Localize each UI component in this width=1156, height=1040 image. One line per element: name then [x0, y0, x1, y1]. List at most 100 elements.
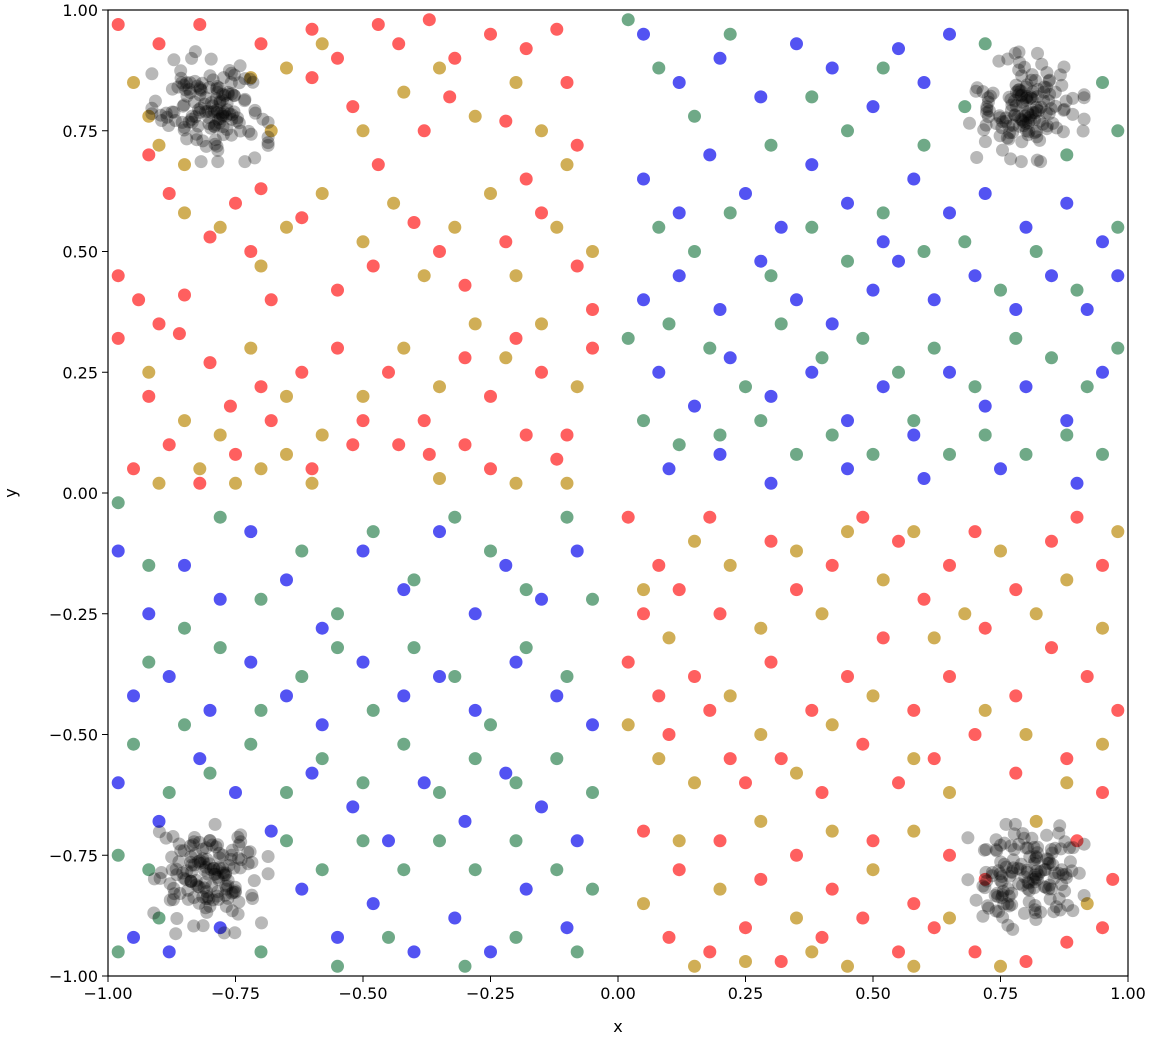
- red-point: [637, 607, 650, 621]
- red-point: [331, 51, 344, 65]
- plot-background: [108, 10, 1128, 976]
- y-tick-label: 1.00: [62, 1, 98, 20]
- black-point: [224, 66, 238, 80]
- red-point: [484, 462, 497, 476]
- gold-point: [152, 476, 166, 490]
- blue-point: [713, 303, 727, 316]
- black-point: [1009, 99, 1023, 113]
- black-point: [1011, 861, 1025, 875]
- black-point: [218, 888, 232, 902]
- black-point: [1042, 74, 1056, 88]
- black-point: [1003, 126, 1016, 140]
- black-point: [232, 895, 246, 909]
- black-point: [261, 130, 275, 144]
- blue-point: [1009, 303, 1023, 316]
- gold-point: [958, 607, 972, 621]
- black-point: [1020, 94, 1034, 107]
- black-point: [209, 840, 223, 854]
- black-point: [231, 830, 245, 844]
- red-point: [856, 510, 870, 524]
- gold-point: [1060, 573, 1074, 587]
- green-point: [570, 945, 584, 959]
- green-point: [213, 641, 227, 655]
- black-point: [1009, 78, 1023, 92]
- x-tick-label: 0.75: [983, 984, 1019, 1003]
- green-point: [1029, 245, 1043, 258]
- blue-point: [535, 800, 548, 814]
- red-point: [1096, 558, 1109, 572]
- black-point: [192, 103, 205, 117]
- black-point: [241, 845, 255, 859]
- green-point: [1080, 380, 1094, 394]
- gold-point: [907, 525, 921, 539]
- black-point: [1015, 69, 1029, 83]
- black-point: [1045, 882, 1059, 896]
- black-point: [1052, 866, 1066, 880]
- black-point: [212, 81, 226, 95]
- black-point: [180, 76, 193, 90]
- gold-point: [927, 631, 941, 645]
- black-point: [147, 906, 161, 920]
- black-point: [1006, 126, 1020, 139]
- black-point: [1077, 837, 1091, 851]
- black-point: [978, 135, 992, 149]
- black-point: [185, 858, 199, 872]
- black-point: [221, 891, 235, 905]
- red-point: [366, 259, 380, 273]
- black-point: [1044, 843, 1058, 856]
- black-point: [199, 139, 213, 153]
- black-point: [208, 133, 222, 147]
- black-point: [197, 856, 211, 870]
- black-point: [961, 873, 975, 887]
- red-point: [111, 331, 125, 345]
- red-point: [672, 863, 686, 877]
- black-point: [199, 105, 213, 119]
- red-point: [652, 689, 666, 703]
- blue-point: [637, 172, 650, 186]
- black-point: [203, 69, 217, 83]
- green-point: [723, 27, 737, 41]
- blue-point: [841, 462, 854, 476]
- black-point: [145, 107, 159, 121]
- red-point: [264, 414, 278, 428]
- red-point: [152, 37, 166, 51]
- black-point: [179, 873, 193, 886]
- black-point: [999, 111, 1013, 125]
- black-point: [231, 907, 245, 921]
- blue-point: [805, 158, 819, 172]
- black-point: [238, 94, 252, 108]
- black-point: [1042, 94, 1056, 108]
- black-point: [1018, 870, 1032, 884]
- black-point: [980, 106, 993, 120]
- blue-point: [315, 718, 329, 732]
- blue-point: [892, 42, 905, 56]
- black-point: [207, 105, 221, 118]
- red-point: [254, 182, 268, 196]
- black-point: [1030, 872, 1044, 886]
- red-point: [1096, 921, 1109, 935]
- black-point: [990, 886, 1004, 900]
- black-point: [225, 112, 239, 126]
- gold-point: [815, 607, 829, 621]
- gold-point: [1080, 897, 1094, 911]
- black-point: [219, 109, 233, 123]
- black-point: [155, 114, 169, 127]
- gold-point: [825, 824, 839, 838]
- green-point: [178, 718, 191, 732]
- red-point: [254, 380, 268, 394]
- black-point: [208, 137, 222, 151]
- black-point: [1015, 135, 1029, 149]
- black-point: [243, 845, 257, 859]
- green-point: [1060, 148, 1074, 162]
- black-point: [216, 861, 230, 875]
- red-point: [229, 196, 242, 210]
- black-point: [1018, 109, 1032, 123]
- black-point: [1049, 900, 1063, 914]
- red-point: [943, 670, 956, 683]
- black-point: [1038, 863, 1051, 877]
- green-point: [825, 428, 839, 442]
- blue-point: [994, 462, 1007, 476]
- green-point: [142, 863, 156, 877]
- green-point: [917, 138, 931, 152]
- green-point: [621, 331, 635, 345]
